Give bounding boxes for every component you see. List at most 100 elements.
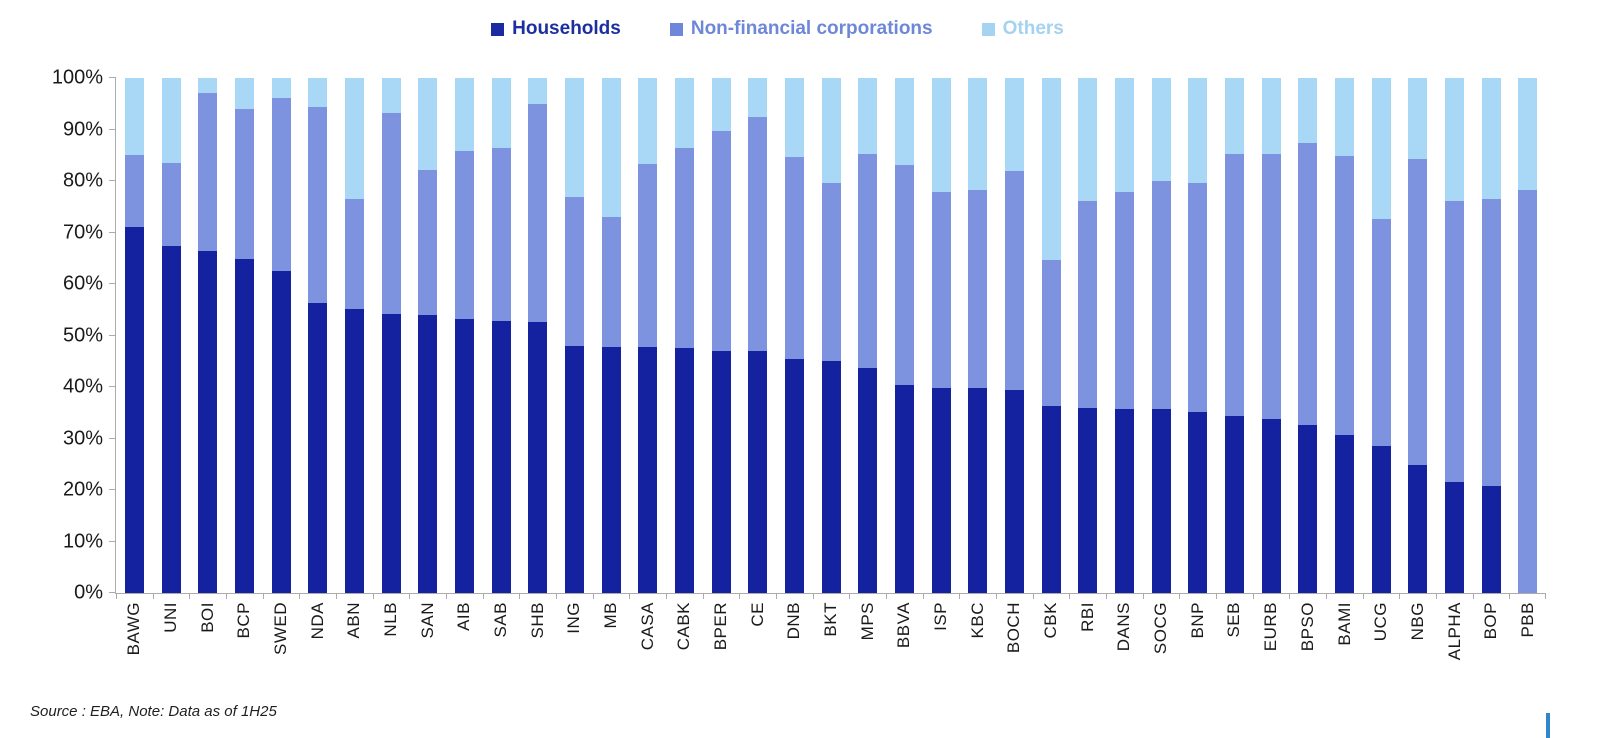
bar-column-dnb: DNB	[776, 78, 813, 639]
x-axis-tick	[592, 593, 594, 599]
bar-segment-non-financial-corporations	[124, 155, 144, 228]
bar-segment-households	[748, 351, 768, 593]
bar-segment-others	[674, 78, 694, 148]
stacked-bar	[748, 78, 768, 593]
x-axis-label: CABK	[674, 602, 694, 651]
bar-segment-non-financial-corporations	[1371, 219, 1391, 447]
x-axis-label: BOCH	[1004, 602, 1024, 654]
x-axis-tick	[335, 593, 337, 599]
stacked-bar	[564, 78, 584, 593]
x-axis-label: ING	[564, 602, 584, 634]
bar-segment-non-financial-corporations	[931, 192, 951, 388]
bar-segment-others	[1078, 78, 1098, 201]
bar-segment-non-financial-corporations	[1224, 154, 1244, 417]
bar-column-nbg: NBG	[1400, 78, 1437, 640]
x-axis-tick	[189, 593, 191, 599]
stacked-bar	[344, 78, 364, 593]
bar-segment-others	[1188, 78, 1208, 183]
bar-segment-non-financial-corporations	[528, 104, 548, 323]
bar-segment-non-financial-corporations	[308, 106, 328, 303]
x-axis-label: UNI	[161, 602, 180, 633]
bar-segment-households	[308, 302, 328, 593]
stacked-bar	[1151, 78, 1171, 593]
stacked-bar	[1004, 78, 1024, 593]
bar-segment-non-financial-corporations	[1078, 200, 1098, 408]
stacked-bar	[1408, 78, 1428, 593]
stacked-bar	[711, 78, 731, 593]
bar-segment-non-financial-corporations	[344, 198, 364, 309]
x-axis-label: CBK	[1041, 602, 1061, 639]
y-axis-tick-label: 60%	[62, 272, 103, 295]
bar-column-san: SAN	[409, 78, 446, 638]
bar-segment-households	[1114, 408, 1134, 593]
x-axis-tick	[519, 593, 521, 599]
x-axis-tick	[1289, 593, 1291, 599]
bar-segment-non-financial-corporations	[858, 153, 878, 368]
x-axis-tick	[482, 593, 484, 599]
bar-column-rbi: RBI	[1069, 78, 1106, 632]
bar-segment-non-financial-corporations	[1041, 260, 1061, 406]
bar-column-swed: SWED	[263, 78, 300, 655]
x-axis-label: DNB	[784, 602, 804, 640]
bar-segment-non-financial-corporations	[1151, 181, 1171, 410]
bar-segment-households	[381, 314, 401, 593]
y-axis-tick	[109, 386, 116, 387]
bar-column-eurb: EURB	[1253, 78, 1290, 651]
y-axis-tick-label: 80%	[62, 169, 103, 192]
bar-segment-others	[1408, 78, 1428, 160]
x-axis-label: EURB	[1261, 602, 1281, 652]
x-axis-tick	[1399, 593, 1401, 599]
bar-segment-households	[1078, 407, 1098, 593]
source-note: Source : EBA, Note: Data as of 1H25	[30, 703, 277, 720]
bar-segment-others	[1518, 78, 1538, 191]
bar-segment-others	[198, 78, 218, 94]
bar-segment-households	[784, 358, 804, 593]
x-axis-label: PBB	[1517, 602, 1537, 638]
bar-segment-non-financial-corporations	[234, 108, 254, 259]
stacked-bar	[1445, 78, 1465, 593]
x-axis-tick	[922, 593, 924, 599]
x-axis-tick	[1216, 593, 1217, 599]
bar-segment-others	[1335, 78, 1354, 157]
y-axis-tick	[109, 489, 116, 490]
x-axis-tick	[702, 593, 704, 599]
bar-segment-households	[1298, 424, 1318, 593]
plot-area: BAWG UNI BOI BCP SWED NDA ABN NLB SAN AIB SAB SHB IN…	[52, 67, 1546, 660]
bar-segment-others	[711, 78, 731, 131]
stacked-bar	[454, 78, 474, 593]
bar-segment-households	[344, 308, 364, 593]
x-axis-label: SHB	[527, 602, 547, 639]
bar-segment-non-financial-corporations	[674, 147, 694, 349]
bar-segment-non-financial-corporations	[1481, 198, 1501, 487]
bar-segment-others	[454, 78, 474, 152]
x-axis-label: BKT	[821, 602, 841, 637]
bar-segment-households	[1261, 418, 1281, 593]
y-axis-tick	[109, 283, 116, 284]
stacked-bar	[1298, 78, 1318, 593]
bar-column-uni: UNI	[153, 78, 190, 633]
x-axis-label: BOP	[1481, 602, 1501, 640]
bar-segment-non-financial-corporations	[894, 164, 914, 386]
x-axis-tick	[1472, 593, 1474, 599]
bars-row: BAWG UNI BOI BCP SWED NDA ABN NLB SAN AIB SAB SHB IN…	[116, 78, 1546, 660]
bar-segment-households	[491, 320, 511, 593]
x-axis-label: BCP	[234, 602, 254, 639]
bar-segment-households	[198, 250, 218, 593]
bar-column-casa: CASA	[629, 78, 666, 650]
bar-segment-households	[638, 347, 658, 593]
bar-segment-non-financial-corporations	[1261, 154, 1281, 419]
bar-segment-non-financial-corporations	[1114, 191, 1134, 409]
x-axis-tick	[1252, 593, 1254, 599]
bar-segment-others	[1261, 78, 1281, 155]
bar-segment-non-financial-corporations	[784, 157, 804, 359]
x-axis-label: NLB	[381, 602, 401, 637]
x-axis-label: BAWG	[124, 602, 144, 656]
x-axis-label: BPSO	[1297, 602, 1317, 652]
bar-column-cabk: CABK	[666, 78, 703, 650]
x-axis-tick	[812, 593, 814, 599]
bar-segment-households	[1041, 405, 1061, 593]
x-axis-label: UCG	[1371, 602, 1391, 642]
corner-decoration-mark	[1546, 713, 1550, 738]
x-axis-label: BNP	[1187, 602, 1207, 639]
x-axis-label: MPS	[857, 602, 877, 641]
